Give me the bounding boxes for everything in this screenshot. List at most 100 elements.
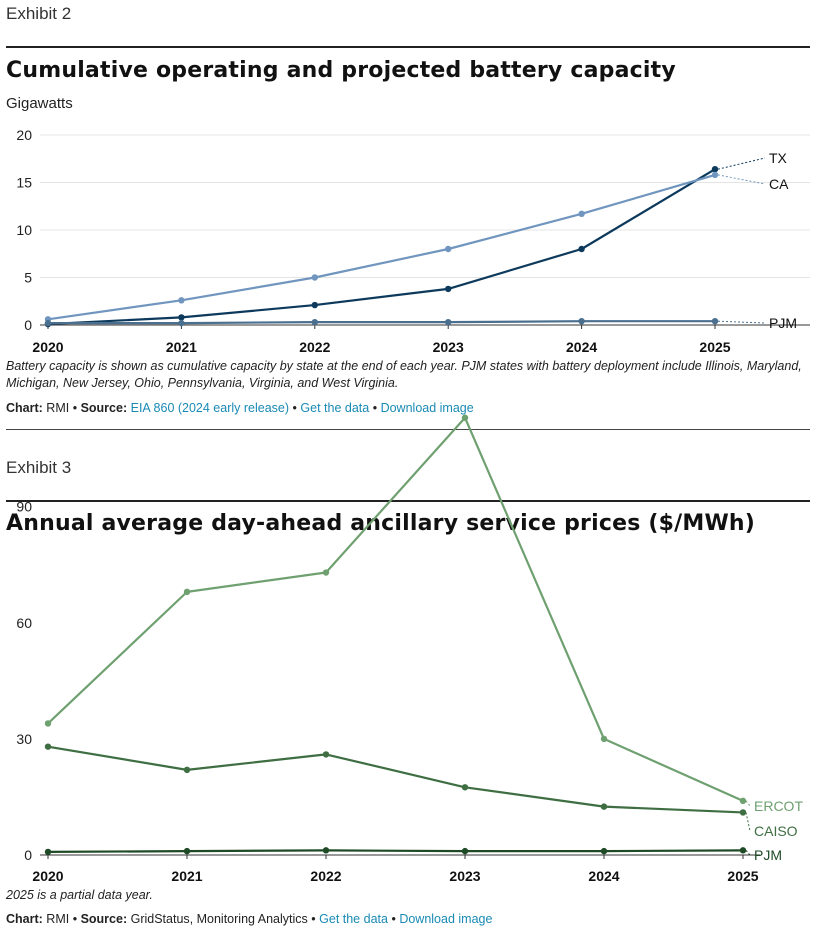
data-point-pjm bbox=[461, 847, 469, 855]
chart-title: Annual average day-ahead ancillary servi… bbox=[6, 511, 756, 536]
download-image-link[interactable]: Download image bbox=[380, 401, 474, 415]
x-tick-label: 2025 bbox=[699, 339, 730, 355]
series-label-caiso: CAISO bbox=[754, 823, 798, 839]
y-tick-label: 0 bbox=[24, 317, 32, 333]
source-label: Source: bbox=[80, 401, 128, 415]
data-point-pjm bbox=[311, 318, 318, 326]
get-data-link[interactable]: Get the data bbox=[300, 401, 370, 415]
series-label-pjm: PJM bbox=[754, 847, 782, 863]
x-tick-label: 2021 bbox=[166, 339, 197, 355]
data-point-tx bbox=[445, 285, 452, 293]
separator: • bbox=[311, 912, 316, 926]
download-image-link[interactable]: Download image bbox=[399, 912, 493, 926]
data-point-tx bbox=[711, 166, 719, 173]
separator: • bbox=[72, 912, 78, 926]
chart-note: 2025 is a partial data year. bbox=[6, 888, 153, 902]
series-line-ercot bbox=[47, 416, 744, 802]
data-point-tx bbox=[311, 301, 318, 309]
x-tick-label: 2022 bbox=[299, 339, 330, 355]
y-tick-label: 20 bbox=[16, 127, 32, 143]
data-point-pjm bbox=[711, 318, 719, 325]
data-point-ca bbox=[711, 171, 719, 179]
unit-label: Gigawatts bbox=[6, 95, 73, 112]
data-point-ca bbox=[445, 245, 452, 253]
chart-credits: Chart: RMI • Source: GridStatus, Monitor… bbox=[6, 912, 492, 926]
y-tick-label: 15 bbox=[16, 175, 32, 191]
x-tick-label: 2025 bbox=[727, 868, 758, 884]
source-link[interactable]: EIA 860 (2024 early release) bbox=[130, 401, 290, 415]
y-tick-label: 60 bbox=[16, 615, 32, 631]
data-point-tx bbox=[578, 245, 585, 253]
data-point-ercot bbox=[183, 588, 191, 596]
x-tick-label: 2020 bbox=[32, 868, 63, 884]
data-point-ercot bbox=[322, 569, 330, 576]
leader-line bbox=[745, 812, 751, 832]
chart-note: Battery capacity is shown as cumulative … bbox=[6, 359, 802, 390]
data-point-pjm bbox=[739, 847, 747, 854]
data-point-ca bbox=[311, 274, 318, 281]
source-label: Source: bbox=[80, 912, 128, 926]
chart-credit-label: Chart: bbox=[6, 401, 43, 415]
chart-credit-value: RMI bbox=[46, 401, 70, 415]
series-line-caiso bbox=[47, 745, 744, 814]
data-point-ercot bbox=[739, 797, 747, 805]
get-data-link[interactable]: Get the data bbox=[319, 912, 388, 926]
y-tick-label: 30 bbox=[16, 731, 32, 747]
data-point-pjm bbox=[44, 319, 52, 327]
series-label-ca: CA bbox=[769, 176, 789, 192]
data-point-caiso bbox=[739, 809, 747, 816]
data-point-ercot bbox=[44, 720, 52, 727]
series-label-pjm: PJM bbox=[769, 315, 797, 331]
data-point-ercot bbox=[461, 414, 469, 421]
source-value: GridStatus, Monitoring Analytics bbox=[130, 912, 308, 926]
data-point-caiso bbox=[183, 766, 191, 774]
series-line-ca bbox=[47, 173, 716, 321]
leader-line bbox=[745, 800, 751, 807]
chart-credit-label: Chart: bbox=[6, 912, 43, 926]
data-point-ca bbox=[178, 297, 185, 304]
separator: • bbox=[372, 401, 378, 415]
data-point-caiso bbox=[600, 803, 608, 810]
data-point-caiso bbox=[461, 784, 469, 791]
series-label-ercot: ERCOT bbox=[754, 798, 803, 814]
series-line-pjm bbox=[47, 849, 744, 854]
x-tick-label: 2020 bbox=[32, 339, 63, 355]
exhibit-3-label: Exhibit 3 bbox=[6, 458, 72, 477]
data-point-pjm bbox=[578, 318, 585, 325]
leader-line bbox=[745, 850, 751, 856]
separator: • bbox=[72, 401, 78, 415]
chart-title: Cumulative operating and projected batte… bbox=[6, 58, 676, 83]
y-tick-label: 5 bbox=[24, 270, 32, 286]
separator: • bbox=[391, 912, 396, 926]
y-tick-label: 10 bbox=[16, 222, 32, 238]
data-point-ca bbox=[578, 210, 585, 218]
data-point-tx bbox=[178, 314, 185, 321]
data-point-ercot bbox=[600, 735, 608, 743]
series-line-pjm bbox=[48, 320, 715, 325]
x-tick-label: 2023 bbox=[433, 339, 464, 355]
y-tick-label: 0 bbox=[24, 847, 32, 863]
leader-line bbox=[717, 157, 766, 170]
data-point-pjm bbox=[445, 318, 452, 326]
series-line-tx bbox=[47, 168, 716, 326]
data-point-caiso bbox=[322, 751, 330, 758]
chart-credit-value: RMI bbox=[46, 912, 70, 926]
section-divider bbox=[6, 429, 810, 430]
data-point-pjm bbox=[178, 319, 185, 327]
separator: • bbox=[292, 401, 297, 415]
x-tick-label: 2022 bbox=[310, 868, 341, 884]
y-tick-label: 90 bbox=[16, 499, 32, 515]
data-point-pjm bbox=[600, 847, 608, 855]
divider bbox=[6, 46, 810, 48]
series-label-tx: TX bbox=[769, 150, 788, 166]
ancillary-prices-chart: 0 30 60 90 2020 2021 2022 2023 2024 2025 ERCOT CAIS… bbox=[16, 414, 803, 884]
x-tick-label: 2024 bbox=[566, 339, 597, 355]
chart-credits: Chart: RMI • Source: EIA 860 (2024 early… bbox=[6, 401, 474, 415]
data-point-caiso bbox=[44, 743, 52, 750]
exhibit-2-label: Exhibit 2 bbox=[6, 4, 72, 23]
x-tick-label: 2023 bbox=[449, 868, 480, 884]
data-point-pjm bbox=[183, 847, 191, 855]
x-tick-label: 2024 bbox=[588, 868, 619, 884]
data-point-pjm bbox=[322, 847, 330, 854]
